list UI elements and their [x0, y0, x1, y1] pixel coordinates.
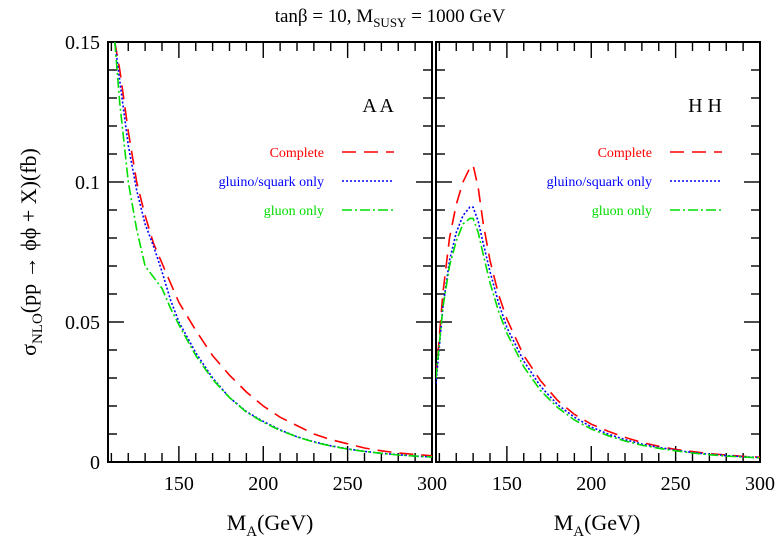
legend-label-complete: Complete	[270, 146, 324, 161]
y-tick-label: 0.05	[65, 312, 100, 334]
panel-label: H H	[688, 95, 722, 117]
y-axis-title: σNLO(pp → ϕϕ + X)(fb)	[16, 148, 46, 356]
x-tick-label: 250	[333, 473, 363, 495]
x-axis-title-right-tail: (GeV)	[584, 510, 640, 535]
x-tick-label: 200	[248, 473, 278, 495]
plot-frame	[107, 41, 433, 463]
x-axis-title-right-main: M	[554, 510, 574, 535]
legend-label-gluon: gluon only	[264, 204, 324, 219]
legend-label-gluino: gluino/squark only	[547, 175, 652, 190]
legend-label-complete: Complete	[598, 146, 652, 161]
panel-aa: 150 200 250 300 0 0.05 0.1 0.15 A A Complete gluin…	[65, 32, 447, 495]
x-tick-label: 150	[164, 473, 194, 495]
plot-frame	[435, 41, 761, 463]
x-axis-title-left: MA(GeV)	[227, 510, 314, 540]
y-axis-title-sigma: σ	[16, 344, 41, 356]
series-line-gluon	[436, 217, 760, 459]
series-line-complete	[114, 42, 432, 457]
figure-title: tanβ = 10, MSUSY = 1000 GeV	[275, 6, 506, 30]
x-tick-label: 300	[417, 473, 447, 495]
legend-label-gluon: gluon only	[592, 204, 652, 219]
legend-label-gluino: gluino/squark only	[219, 175, 324, 190]
y-axis-title-tail: (pp → ϕϕ + X)(fb)	[16, 148, 41, 313]
x-axis-title-right: MA(GeV)	[554, 510, 641, 540]
x-axis-title-left-tail: (GeV)	[257, 510, 313, 535]
y-tick-label: 0.15	[65, 32, 100, 54]
x-tick-label: 250	[661, 473, 691, 495]
x-tick-label: 150	[492, 473, 522, 495]
series-line-gluon	[114, 42, 432, 458]
x-tick-label: 200	[576, 473, 606, 495]
y-tick-label: 0.1	[75, 172, 100, 194]
y-axis-title-sub: NLO	[30, 313, 46, 344]
panel-hh: 150 200 250 300 H H Complete gluino/squark onl…	[435, 41, 775, 495]
figure-title-tail: = 1000 GeV	[406, 6, 505, 27]
y-tick-label: 0	[90, 452, 100, 474]
series-line-complete	[436, 163, 760, 458]
x-axis-title-left-sub: A	[246, 524, 257, 540]
figure-title-sub: SUSY	[373, 15, 407, 30]
x-axis-title-left-main: M	[227, 510, 247, 535]
x-tick-label: 300	[745, 473, 775, 495]
panel-label: A A	[362, 95, 394, 117]
figure-title-main: tanβ = 10, M	[275, 6, 374, 27]
series-line-gluino	[436, 206, 760, 459]
x-axis-title-right-sub: A	[573, 524, 584, 540]
